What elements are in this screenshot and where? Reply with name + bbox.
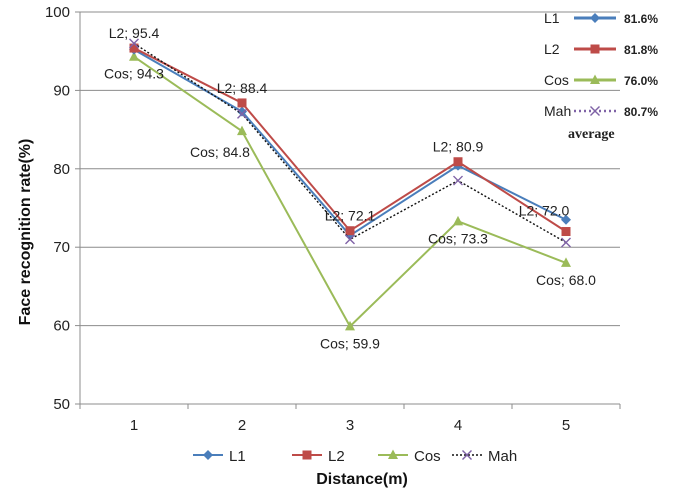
y-axis-title: Face recognition rate(%) — [17, 139, 34, 326]
series-line-cos — [133, 55, 567, 329]
average-item-l2: L2 81.8% — [544, 41, 658, 57]
series-group — [129, 38, 571, 331]
y-tick-label: 90 — [53, 82, 70, 99]
legend-marker-mah — [462, 450, 472, 460]
y-tick-label: 80 — [53, 161, 70, 178]
average-item-cos: Cos 76.0% — [544, 72, 658, 88]
point-l1-5 — [561, 214, 571, 225]
x-axis-title: Distance(m) — [316, 471, 408, 488]
y-tick-label: 50 — [53, 396, 70, 413]
average-name-l2: L2 — [544, 41, 560, 57]
gridlines — [75, 11, 620, 405]
average-name-l1: L1 — [544, 10, 560, 26]
y-tick-label: 100 — [45, 4, 70, 21]
data-label: Cos; 73.3 — [428, 230, 488, 246]
average-marker-mah — [590, 106, 600, 116]
data-label: Cos; 68.0 — [536, 272, 596, 288]
average-name-mah: Mah — [544, 103, 571, 119]
point-mah-2 — [237, 108, 247, 119]
point-cos-4 — [453, 215, 463, 226]
x-tick-label: 3 — [346, 417, 354, 434]
legend-marker-l1 — [203, 450, 213, 460]
point-mah-5 — [561, 237, 571, 248]
point-mah-4-stroke-b — [453, 175, 463, 186]
data-label: L2; 72.1 — [325, 208, 376, 224]
point-mah-5-stroke-b — [561, 237, 571, 248]
average-item-mah: Mah 80.7% — [544, 103, 658, 119]
y-tick-labels: 50 60 70 80 90 100 — [45, 4, 70, 413]
average-legend: L1 81.6% L2 81.8% Cos 76.0% Mah 80.7% average — [544, 10, 658, 142]
average-marker-l1 — [590, 13, 600, 23]
axes — [79, 12, 621, 409]
x-tick-label: 1 — [130, 417, 138, 434]
x-tick-label: 2 — [238, 417, 246, 434]
series-l2 — [129, 43, 571, 237]
point-cos-5 — [561, 257, 571, 267]
legend-label-mah: Mah — [488, 448, 517, 465]
legend-marker-mah-stroke-b — [462, 450, 472, 460]
y-tick-label: 60 — [53, 318, 70, 335]
bottom-legend: L1 L2 Cos Mah — [193, 448, 517, 465]
x-tick-label: 4 — [454, 417, 462, 434]
average-value-l1: 81.6% — [624, 12, 658, 26]
point-l2-1 — [129, 43, 139, 53]
average-marker-l2 — [590, 44, 600, 54]
average-marker-cos — [590, 74, 600, 84]
point-mah-3 — [345, 234, 355, 245]
point-mah-3-stroke-b — [345, 234, 355, 245]
average-caption: average — [568, 127, 615, 142]
x-tick-labels: 1 2 3 4 5 — [130, 417, 570, 434]
legend-label-l2: L2 — [328, 448, 345, 465]
point-cos-1 — [129, 51, 139, 61]
data-labels: L2; 95.4 Cos; 94.3 L2; 88.4 Cos; 84.8 L2; 72… — [104, 25, 596, 351]
data-label: L2; 80.9 — [433, 139, 484, 155]
average-item-l1: L1 81.6% — [544, 10, 658, 26]
average-value-mah: 80.7% — [624, 105, 658, 119]
point-cos-2 — [237, 125, 247, 136]
data-label: L2; 95.4 — [109, 25, 160, 41]
point-l2-2 — [237, 98, 247, 108]
legend-marker-l2 — [302, 450, 312, 460]
point-mah-1-stroke-b — [129, 38, 139, 49]
point-l2-3 — [345, 226, 355, 236]
data-label: L2; 88.4 — [217, 80, 268, 96]
y-tick-label: 70 — [53, 239, 70, 256]
legend-marker-cos — [388, 449, 398, 459]
point-mah-1 — [129, 38, 139, 49]
data-label: Cos; 59.9 — [320, 335, 380, 351]
series-line-l2 — [133, 47, 567, 233]
legend-item-cos: Cos — [378, 448, 441, 465]
average-name-cos: Cos — [544, 72, 569, 88]
data-label: L2; 72.0 — [519, 203, 570, 219]
point-l1-2 — [237, 106, 247, 117]
legend-label-cos: Cos — [414, 448, 441, 465]
average-value-l2: 81.8% — [624, 43, 658, 57]
average-value-cos: 76.0% — [624, 74, 658, 88]
x-tick-label: 5 — [562, 417, 570, 434]
data-label: Cos; 94.3 — [104, 66, 164, 82]
point-l2-4 — [453, 157, 463, 167]
data-label: Cos; 84.8 — [190, 144, 250, 160]
point-mah-4 — [453, 175, 463, 186]
series-mah — [129, 38, 571, 248]
average-marker-mah-stroke-b — [590, 106, 600, 116]
legend-label-l1: L1 — [229, 448, 246, 465]
point-cos-3 — [345, 320, 355, 331]
legend-item-l1: L1 — [193, 448, 246, 465]
legend-item-mah: Mah — [452, 448, 517, 465]
point-mah-2-stroke-b — [237, 108, 247, 119]
point-l2-5 — [561, 227, 571, 237]
series-cos — [129, 51, 571, 331]
legend-item-l2: L2 — [292, 448, 345, 465]
